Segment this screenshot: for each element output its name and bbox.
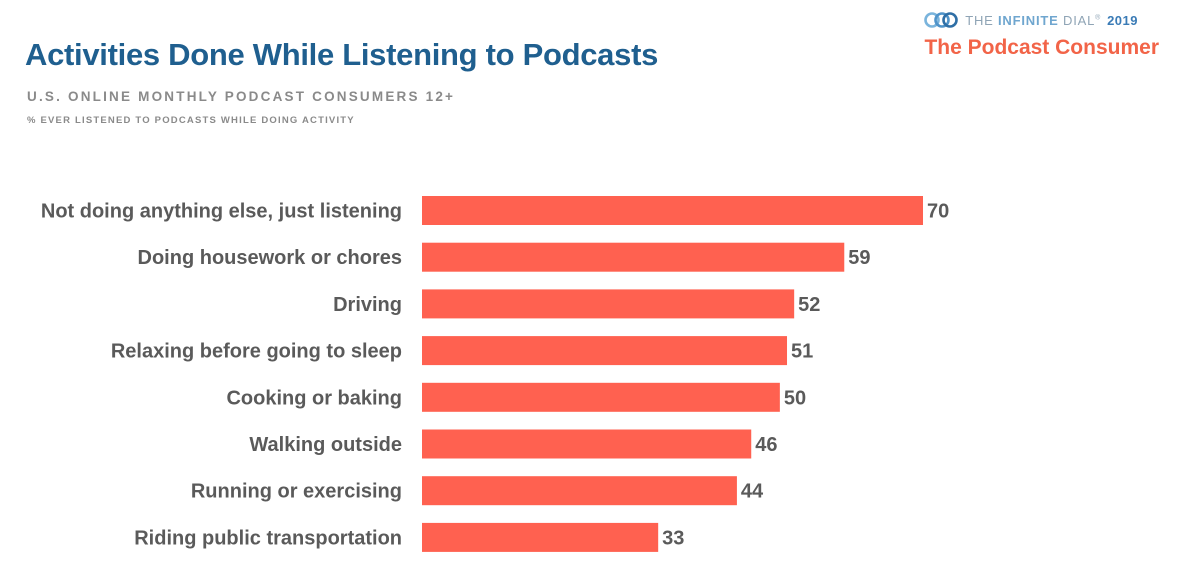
category-label-relaxing-before-going-to-sleep: Relaxing before going to sleep: [111, 341, 402, 363]
category-label-riding-public-transportation: Riding public transportation: [134, 527, 402, 549]
brand-suffix: DIAL: [1058, 12, 1096, 28]
brand-registered: ®: [1095, 14, 1102, 22]
category-label-doing-housework-or-chores: Doing housework or chores: [138, 247, 402, 269]
value-label-walking-outside: 46: [755, 434, 777, 456]
chart-subtitle: U.S. ONLINE MONTHLY PODCAST CONSUMERS 12…: [27, 89, 456, 104]
infinity-logo-icon: [924, 12, 959, 28]
bar-riding-public-transportation: [422, 522, 659, 552]
category-label-not-doing-anything-else-just-listening: Not doing anything else, just listening: [41, 201, 402, 223]
chart-title: Activities Done While Listening to Podca…: [25, 37, 659, 72]
bar-walking-outside: [422, 429, 752, 459]
category-label-driving: Driving: [333, 294, 402, 316]
brand-name: THE INFINITE DIAL®: [965, 13, 1101, 28]
category-label-running-or-exercising: Running or exercising: [191, 481, 402, 503]
value-label-driving: 52: [798, 294, 820, 316]
bar-not-doing-anything-else-just-listening: [422, 196, 923, 225]
category-label-walking-outside: Walking outside: [249, 434, 402, 456]
brand-infinite: INFINITE: [998, 12, 1059, 28]
value-label-not-doing-anything-else-just-listening: 70: [927, 201, 949, 223]
value-label-doing-housework-or-chores: 59: [848, 247, 870, 269]
bar-cooking-or-baking: [422, 382, 780, 412]
bar-driving: [422, 289, 795, 319]
value-label-running-or-exercising: 44: [741, 481, 764, 503]
chart-note: % EVER LISTENED TO PODCASTS WHILE DOING …: [27, 115, 355, 126]
value-label-relaxing-before-going-to-sleep: 51: [791, 341, 813, 363]
section-title: The Podcast Consumer: [924, 36, 1159, 59]
bar-running-or-exercising: [422, 476, 737, 506]
brand-logo: THE INFINITE DIAL® 2019: [923, 11, 1138, 29]
bar-doing-housework-or-chores: [422, 242, 845, 272]
bar-relaxing-before-going-to-sleep: [422, 336, 788, 366]
value-label-riding-public-transportation: 33: [662, 527, 684, 549]
category-label-cooking-or-baking: Cooking or baking: [226, 387, 402, 409]
value-label-cooking-or-baking: 50: [784, 387, 806, 409]
brand-prefix: THE: [965, 12, 999, 28]
brand-year: 2019: [1107, 12, 1138, 28]
